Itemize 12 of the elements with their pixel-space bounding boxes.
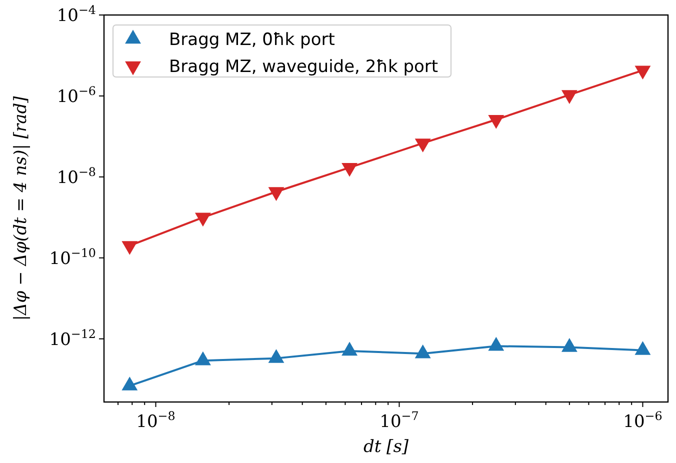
y-tick-label: 10$^{−12}$ [49,326,96,350]
legend-label: Bragg MZ, 0ħk port [169,30,336,50]
legend-label: Bragg MZ, waveguide, 2ħk port [169,57,438,77]
x-tick-label: 10$^{−6}$ [623,409,662,432]
x-tick-label: 10$^{−8}$ [136,409,176,432]
y-tick-label: 10$^{−4}$ [56,3,96,26]
y-tick-label: 10$^{−6}$ [56,84,96,107]
y-axis-title: |Δφ − Δφ(dt = 4 ns)| [rad] [11,96,31,321]
y-tick-label: 10$^{−8}$ [56,164,96,188]
x-tick-label: 10$^{−7}$ [380,409,419,432]
x-axis-title: dt [s] [363,437,409,457]
y-tick-label: 10$^{−10}$ [49,246,96,269]
